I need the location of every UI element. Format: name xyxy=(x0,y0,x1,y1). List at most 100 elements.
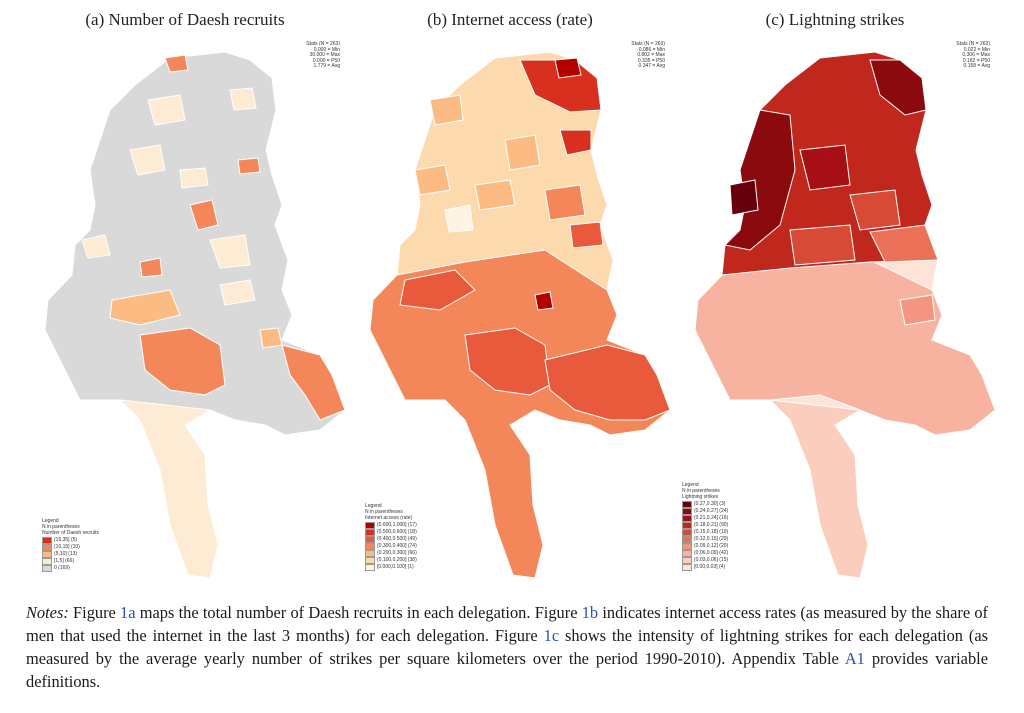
legend-swatch xyxy=(365,528,375,536)
notes-text: indicates internet access rates (as meas… xyxy=(26,603,989,645)
legend-label: (0.500,0.600] (18) xyxy=(377,529,417,535)
panel-b: (b) Internet access (rate) Stats (N = 26… xyxy=(345,0,675,590)
legend-item: (0.18,0.21] (90) xyxy=(682,521,728,529)
legend-heading: N in parentheses xyxy=(365,509,403,516)
legend-heading: Legend xyxy=(365,503,382,509)
legend: Legend N in parentheses Number of Daesh … xyxy=(42,518,99,572)
legend-label: [1,5] (66) xyxy=(54,558,75,564)
legend-label: (5,10] (13) xyxy=(54,551,78,557)
stats-line: 30.000 = Max xyxy=(309,52,340,59)
legend-label: (10,15] (10) xyxy=(54,544,80,550)
legend-item: (0.24,0.27] (24) xyxy=(682,507,729,515)
legend-swatch xyxy=(365,521,375,529)
stats-line: 0.182 = P50 xyxy=(962,57,990,64)
legend-label: (15,35] (5) xyxy=(54,537,78,543)
map-lightning-strikes xyxy=(694,51,996,579)
figure-notes: Notes: Figure 1a maps the total number o… xyxy=(26,601,988,693)
figure-ref-link[interactable]: 1c xyxy=(543,626,560,645)
legend-label: (0.400,0.500] (49) xyxy=(377,536,417,542)
legend-item: [0.000,0.100] (1) xyxy=(365,563,417,571)
legend-swatch xyxy=(682,521,692,529)
legend-swatch xyxy=(42,557,52,565)
stats-line: Stats (N = 263) xyxy=(631,41,665,47)
legend-item: (0.15,0.18] (19) xyxy=(682,528,729,536)
legend-heading: N in parentheses xyxy=(42,524,80,531)
legend-heading: Legend xyxy=(42,518,59,524)
legend-item: (0.300,0.400] (74) xyxy=(365,542,417,550)
legend-label: (0.21,0.24] (16) xyxy=(694,515,729,521)
table-ref-link[interactable]: A1 xyxy=(844,649,865,668)
legend-swatch xyxy=(365,549,375,557)
legend-item: (0.100,0.200] (38) xyxy=(365,556,417,564)
stats-box: Stats (N = 263) 0.022 = Min 0.306 = Max … xyxy=(956,41,990,70)
legend-label: (0.15,0.18] (19) xyxy=(694,529,729,535)
legend-item: (0.200,0.300] (66) xyxy=(365,549,417,557)
legend-heading: Lightning strikes xyxy=(682,494,719,501)
map-internet-access xyxy=(369,51,671,579)
legend-item: [0.00,0.03] (4) xyxy=(682,563,728,571)
legend-item: (10,15] (10) xyxy=(42,543,99,551)
notes-lead: Notes: xyxy=(26,603,69,622)
legend-swatch xyxy=(682,542,692,550)
stats-line: Stats (N = 263) xyxy=(956,41,990,47)
legend-swatch xyxy=(365,563,375,571)
stats-box: Stats (N = 263) 0.000 = Min 30.000 = Max… xyxy=(306,41,340,70)
legend-item: (15,35] (5) xyxy=(42,536,99,544)
figure-ref-link[interactable]: 1b xyxy=(581,603,599,622)
legend-label: (0.12,0.15] (29) xyxy=(694,536,729,542)
stats-line: 1.779 = Avg xyxy=(313,63,340,70)
legend: Legend N in parentheses Lightning strike… xyxy=(682,482,728,571)
legend-label: (0.24,0.27] (24) xyxy=(694,508,729,514)
legend-label: (0.06,0.09] (42) xyxy=(694,550,729,556)
legend-label: (0.600,1.000] (17) xyxy=(377,522,417,528)
legend-swatch xyxy=(682,556,692,564)
notes-text: provides variable definitions. xyxy=(26,649,988,691)
notes-text: Figure xyxy=(68,603,121,622)
legend-item: (0.09,0.12] (20) xyxy=(682,542,729,550)
stats-line: 0.306 = Max xyxy=(962,52,990,59)
stats-line: Stats (N = 263) xyxy=(306,41,340,47)
legend-item: (0.27,0.30] (3) xyxy=(682,500,728,508)
panel-title: (b) Internet access (rate) xyxy=(427,10,593,29)
legend-swatch xyxy=(365,535,375,543)
stats-line: 0.158 = Avg xyxy=(963,63,990,70)
stats-line: 0.086 = Min xyxy=(638,46,665,53)
panel-c: (c) Lightning strikes Stats (N = 263) 0.… xyxy=(670,0,1000,590)
figure-ref-link[interactable]: 1a xyxy=(120,603,136,622)
legend-item: (0.500,0.600] (18) xyxy=(365,528,417,536)
stats-line: 0.000 = Min xyxy=(313,46,340,53)
panel-title: (c) Lightning strikes xyxy=(765,10,905,29)
legend-swatch xyxy=(42,536,52,544)
notes-text: shows the intensity of lightning strikes… xyxy=(26,626,988,668)
legend-swatch xyxy=(682,500,692,508)
stats-line: 0.347 = Avg xyxy=(638,63,665,70)
notes-text: maps the total number of Daesh recruits … xyxy=(135,603,582,622)
legend-item: (0.21,0.24] (16) xyxy=(682,514,729,522)
legend-label: (0.200,0.300] (66) xyxy=(377,550,417,556)
legend-item: (0.600,1.000] (17) xyxy=(365,521,417,529)
legend-heading: Internet access (rate) xyxy=(365,515,413,522)
panel-title: (a) Number of Daesh recruits xyxy=(85,10,285,29)
legend-label: (0.300,0.400] (74) xyxy=(377,543,417,549)
stats-line: 0.335 = P50 xyxy=(637,57,665,64)
legend-swatch xyxy=(42,543,52,551)
legend-item: (0.400,0.500] (49) xyxy=(365,535,417,543)
map-daesh-recruits xyxy=(44,51,346,579)
legend-swatch xyxy=(682,528,692,536)
legend-label: [0.00,0.03] (4) xyxy=(694,564,726,570)
panel-a: (a) Number of Daesh recruits Stats (N = … xyxy=(20,0,350,590)
stats-line: 0.000 = P50 xyxy=(312,57,340,64)
legend-heading: Legend xyxy=(682,482,699,488)
legend-item: (5,10] (13) xyxy=(42,550,99,558)
legend-label: (0.27,0.30] (3) xyxy=(694,501,726,507)
legend-swatch xyxy=(365,542,375,550)
legend: Legend N in parentheses Internet access … xyxy=(365,503,417,571)
legend-swatch xyxy=(682,514,692,522)
legend-swatch xyxy=(42,550,52,558)
legend-label: [0.000,0.100] (1) xyxy=(377,564,414,570)
legend-label: (0.09,0.12] (20) xyxy=(694,543,729,549)
legend-swatch xyxy=(42,564,52,572)
legend-label: 0 (169) xyxy=(54,565,70,571)
legend-swatch xyxy=(682,535,692,543)
legend-swatch xyxy=(682,563,692,571)
